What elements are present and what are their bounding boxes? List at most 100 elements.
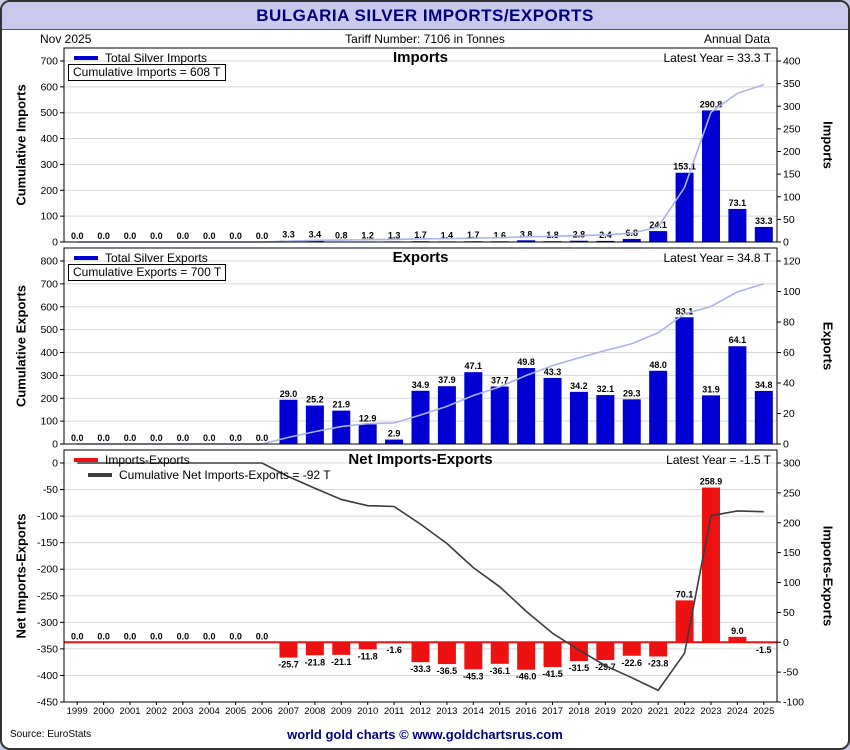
subheader-row: Nov 2025 Tariff Number: 7106 in Tonnes A…: [2, 31, 848, 48]
bar: [649, 231, 668, 242]
year-label: 2012: [410, 706, 431, 717]
bar-value-label: -31.5: [569, 663, 590, 673]
year-label: 2001: [119, 706, 140, 717]
right-tick-label: 250: [783, 487, 801, 499]
page-title: BULGARIA SILVER IMPORTS/EXPORTS: [256, 6, 594, 25]
bar-value-label: 83.1: [676, 306, 694, 316]
net-line-swatch-icon: [88, 473, 112, 477]
year-label: 1999: [67, 706, 88, 717]
bar: [305, 642, 324, 656]
left-tick-label: -150: [37, 537, 58, 549]
net-latest-year: Latest Year = -1.5 T: [666, 453, 771, 467]
right-tick-label: 200: [783, 146, 801, 158]
bar-value-label: 0.0: [71, 631, 84, 641]
bar-value-label: 70.1: [676, 589, 694, 599]
left-tick-label: 300: [40, 370, 58, 382]
bar-value-label: 0.8: [335, 231, 348, 241]
bar: [305, 405, 324, 444]
bar-value-label: 0.0: [124, 231, 137, 241]
bar: [517, 240, 536, 242]
bar-value-label: 1.6: [493, 230, 506, 240]
year-label: 2020: [621, 706, 642, 717]
bar: [649, 370, 668, 444]
bar-value-label: 0.0: [203, 631, 216, 641]
bar-value-label: -41.5: [542, 669, 563, 679]
year-label: 2011: [384, 706, 404, 717]
right-tick-label: 20: [783, 408, 795, 420]
bar-value-label: 0.0: [150, 433, 163, 443]
bar-value-label: 31.9: [702, 384, 720, 394]
year-label: 2010: [357, 706, 378, 717]
bar-value-label: 1.2: [361, 230, 374, 240]
year-label: 2003: [172, 706, 193, 717]
bar-value-label: 34.2: [570, 381, 588, 391]
bar-value-label: -36.1: [489, 666, 510, 676]
bar: [701, 487, 720, 643]
bar-value-label: 0.0: [203, 231, 216, 241]
year-label: 2016: [516, 706, 537, 717]
bar-value-label: 49.8: [517, 357, 535, 367]
bar: [490, 386, 509, 444]
bar: [596, 395, 615, 444]
right-tick-label: 200: [783, 517, 801, 529]
bar: [754, 390, 773, 444]
net-right-axis-title: Imports-Exports: [820, 525, 836, 627]
left-tick-label: -100: [37, 511, 58, 523]
left-tick-label: 400: [40, 133, 58, 145]
bar-value-label: -21.1: [331, 657, 352, 667]
cumulative-line: [77, 462, 764, 692]
bar-value-label: 0.0: [256, 231, 269, 241]
left-tick-label: -400: [37, 670, 58, 682]
right-tick-label: 0: [783, 439, 789, 451]
bar-value-label: 0.0: [229, 631, 242, 641]
right-tick-label: 100: [783, 577, 801, 589]
bar-value-label: 0.0: [150, 231, 163, 241]
right-tick-label: 40: [783, 378, 795, 390]
year-label: 2005: [225, 706, 246, 717]
source-label: Source: EuroStats: [10, 729, 92, 740]
year-label: 2024: [727, 706, 748, 717]
bar-value-label: -22.6: [622, 658, 643, 668]
left-tick-label: -200: [37, 564, 58, 576]
bar-value-label: 29.0: [280, 389, 298, 399]
left-tick-label: -250: [37, 590, 58, 602]
right-tick-label: 80: [783, 317, 795, 329]
bar-value-label: 3.8: [520, 229, 533, 239]
bar-value-label: 0.0: [177, 231, 190, 241]
bar: [728, 208, 747, 242]
year-label: 2022: [674, 706, 695, 717]
bar: [358, 424, 377, 444]
imports-right-axis-title: Imports: [820, 121, 836, 169]
bar: [622, 238, 641, 242]
year-label: 2019: [595, 706, 616, 717]
bar-value-label: 0.0: [177, 433, 190, 443]
bar-value-label: -45.3: [463, 671, 484, 681]
bar-value-label: -33.3: [410, 664, 431, 674]
right-tick-label: 300: [783, 101, 801, 113]
bar: [754, 226, 773, 242]
right-tick-label: 250: [783, 123, 801, 135]
right-tick-label: -100: [783, 697, 804, 709]
bar: [675, 317, 694, 444]
bar: [464, 372, 483, 444]
bar-value-label: 0.0: [150, 631, 163, 641]
exports-legend: Total Silver Exports: [74, 251, 208, 265]
bar: [649, 642, 668, 657]
net-panel-title: Net Imports-Exports: [348, 451, 493, 468]
bar-value-label: 1.4: [441, 230, 454, 240]
imports-legend: Total Silver Imports: [74, 51, 207, 65]
bar: [490, 642, 509, 664]
left-tick-label: 500: [40, 107, 58, 119]
year-label: 2004: [199, 706, 220, 717]
imports-cumulative-note: Cumulative Imports = 608 T: [68, 64, 226, 81]
bar-value-label: 21.9: [333, 400, 351, 410]
bar-value-label: -36.5: [437, 666, 458, 676]
bar: [543, 377, 562, 444]
credit-label: world gold charts © www.goldchartsrus.co…: [287, 727, 563, 742]
bar-value-label: 2.8: [573, 230, 586, 240]
bar-value-label: 0.0: [97, 631, 110, 641]
exports-cumulative-note: Cumulative Exports = 700 T: [68, 264, 227, 281]
bar-value-label: 12.9: [359, 413, 377, 423]
bar-value-label: 37.7: [491, 376, 509, 386]
